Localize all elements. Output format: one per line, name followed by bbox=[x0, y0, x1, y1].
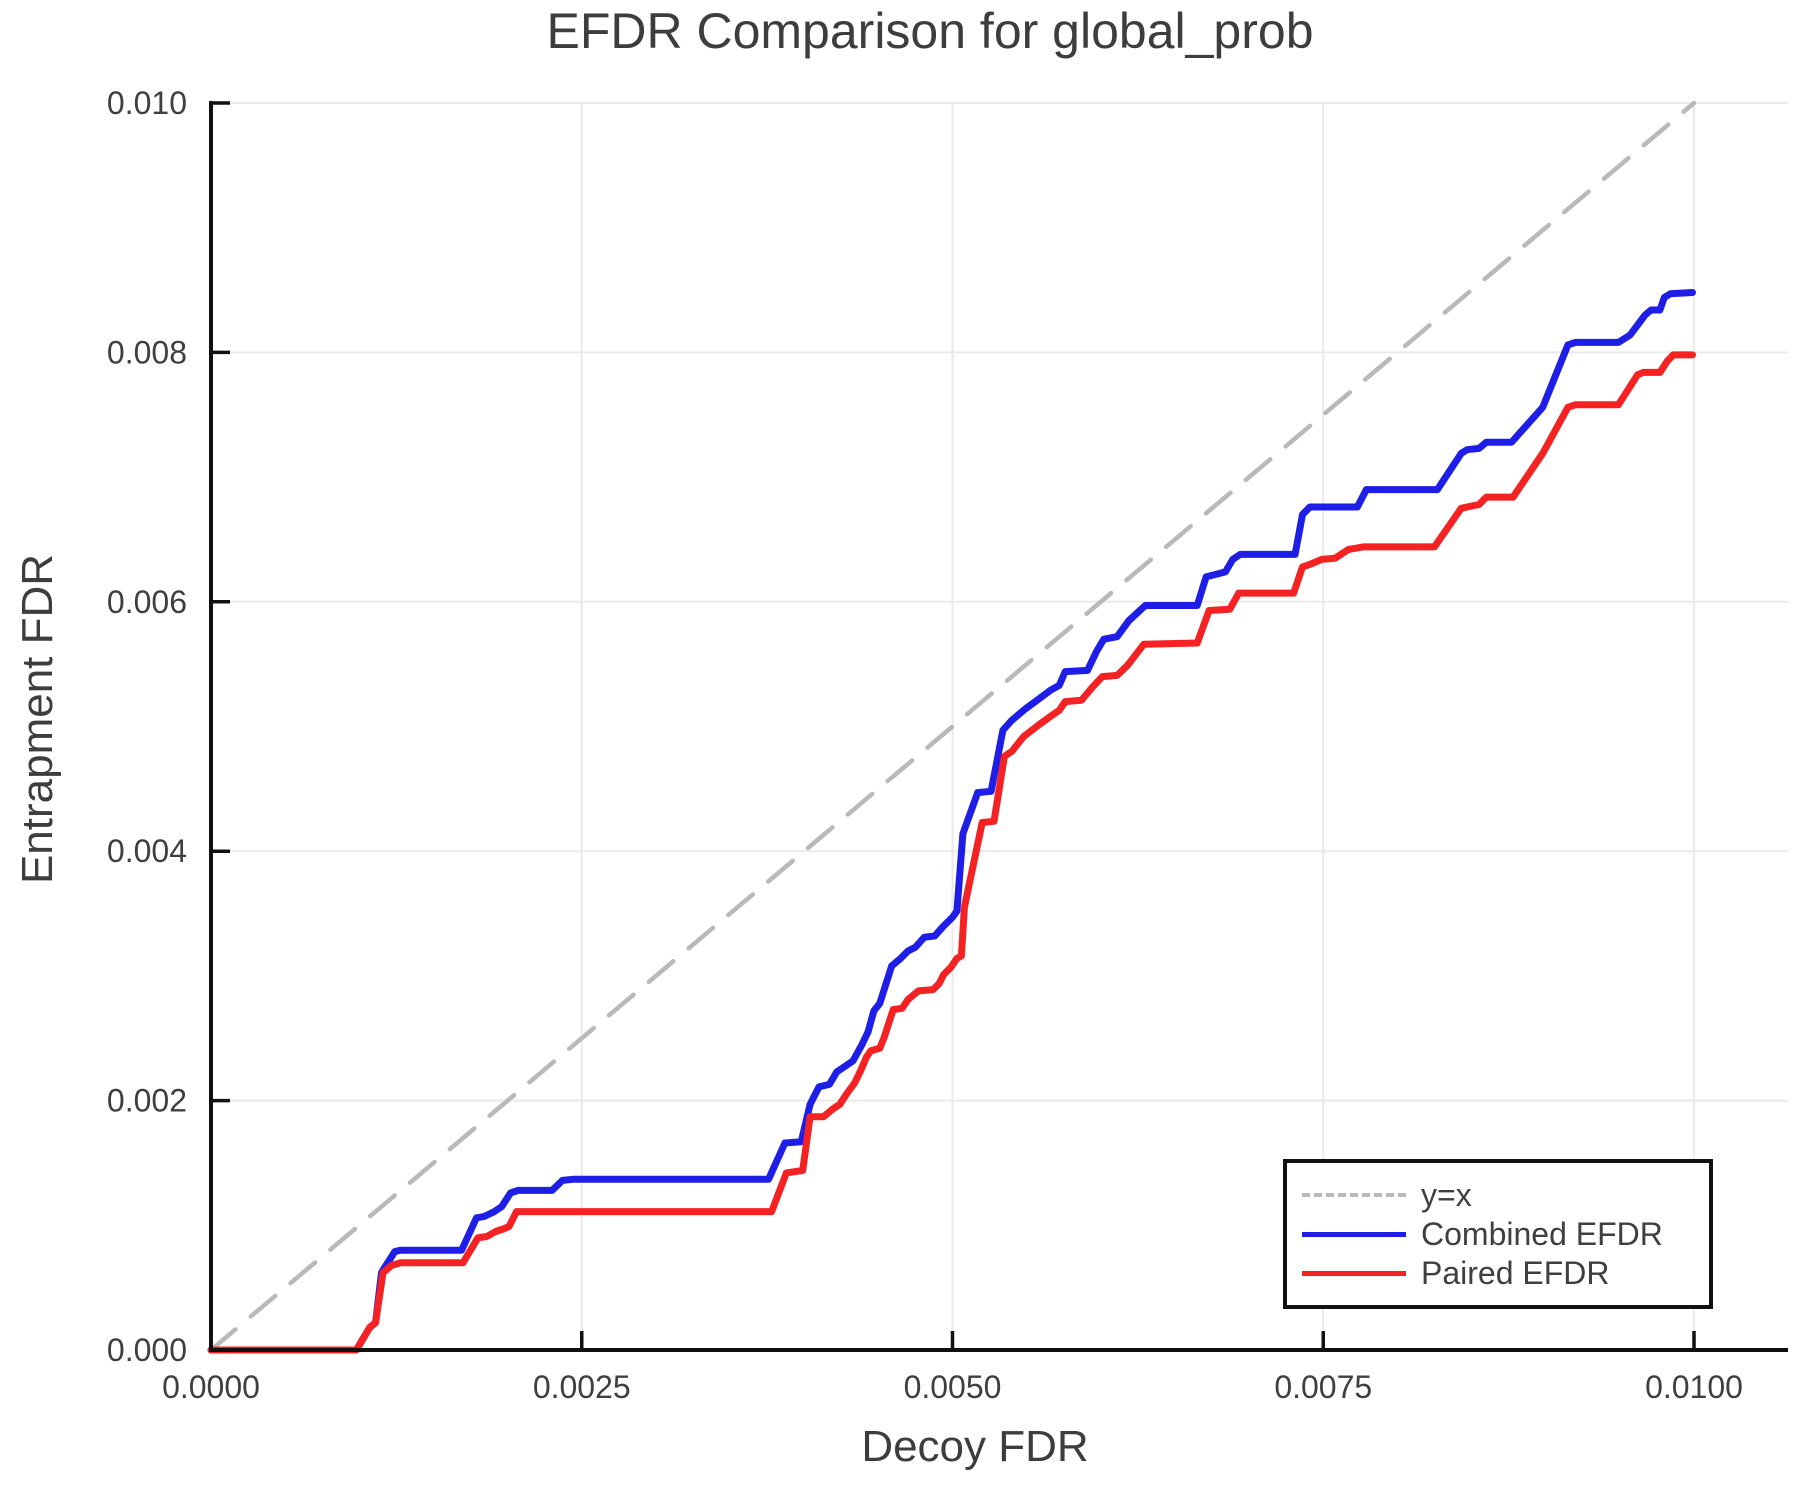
y-tick-label: 0.010 bbox=[107, 85, 187, 121]
legend-entry-paired-efdr: Paired EFDR bbox=[1287, 1256, 1709, 1290]
legend-label-combined-efdr: Combined EFDR bbox=[1421, 1216, 1663, 1252]
paired-efdr-line-sample-icon bbox=[1302, 1270, 1406, 1276]
y-tick-label: 0.000 bbox=[107, 1332, 187, 1368]
legend-label-identity: y=x bbox=[1421, 1177, 1472, 1213]
x-tick-label: 0.0075 bbox=[1274, 1369, 1372, 1405]
legend-entry-combined-efdr: Combined EFDR bbox=[1287, 1217, 1709, 1251]
y-tick-label: 0.006 bbox=[107, 584, 187, 620]
series-line-y-x bbox=[208, 100, 1697, 1353]
x-tick-label: 0.0000 bbox=[162, 1369, 260, 1405]
legend-label-paired-efdr: Paired EFDR bbox=[1421, 1255, 1610, 1291]
x-tick-label: 0.0100 bbox=[1645, 1369, 1743, 1405]
legend-entry-identity: y=x bbox=[1287, 1178, 1709, 1212]
identity-line-sample-icon bbox=[1302, 1193, 1406, 1197]
y-tick-label: 0.004 bbox=[107, 833, 187, 869]
y-axis-title: Entrapment FDR bbox=[13, 553, 62, 885]
combined-efdr-line-sample-icon bbox=[1302, 1231, 1406, 1237]
y-tick-label: 0.008 bbox=[107, 334, 187, 370]
legend: y=x Combined EFDR Paired EFDR bbox=[1283, 1159, 1713, 1309]
y-tick-label: 0.002 bbox=[107, 1083, 187, 1119]
x-tick-label: 0.0025 bbox=[533, 1369, 631, 1405]
x-axis-title: Decoy FDR bbox=[861, 1422, 1089, 1471]
x-tick-label: 0.0050 bbox=[904, 1369, 1002, 1405]
series-line-combined-efdr bbox=[207, 289, 1696, 1354]
chart-title: EFDR Comparison for global_prob bbox=[546, 3, 1314, 59]
series-line-paired-efdr bbox=[207, 351, 1696, 1354]
